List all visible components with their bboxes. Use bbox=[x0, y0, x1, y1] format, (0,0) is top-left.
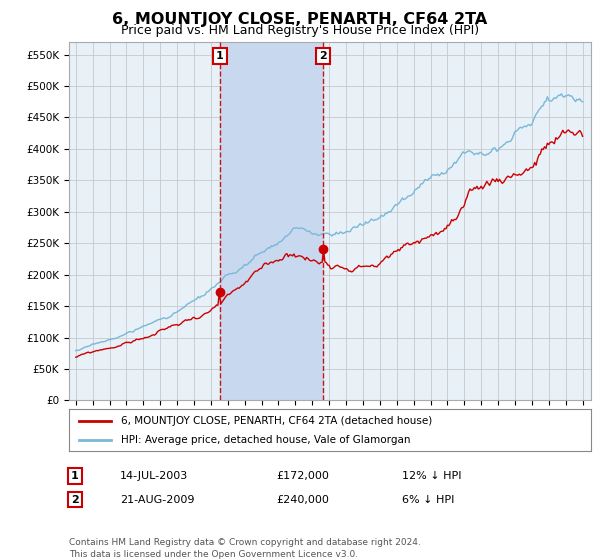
Text: 14-JUL-2003: 14-JUL-2003 bbox=[120, 471, 188, 481]
Text: 1: 1 bbox=[216, 51, 224, 61]
Text: 6, MOUNTJOY CLOSE, PENARTH, CF64 2TA (detached house): 6, MOUNTJOY CLOSE, PENARTH, CF64 2TA (de… bbox=[121, 416, 433, 426]
Text: 2: 2 bbox=[71, 494, 79, 505]
Text: 6% ↓ HPI: 6% ↓ HPI bbox=[402, 494, 454, 505]
Text: Contains HM Land Registry data © Crown copyright and database right 2024.
This d: Contains HM Land Registry data © Crown c… bbox=[69, 538, 421, 559]
Text: 21-AUG-2009: 21-AUG-2009 bbox=[120, 494, 194, 505]
Text: £172,000: £172,000 bbox=[276, 471, 329, 481]
Text: 6, MOUNTJOY CLOSE, PENARTH, CF64 2TA: 6, MOUNTJOY CLOSE, PENARTH, CF64 2TA bbox=[112, 12, 488, 27]
Text: Price paid vs. HM Land Registry's House Price Index (HPI): Price paid vs. HM Land Registry's House … bbox=[121, 24, 479, 36]
Bar bbox=[220, 42, 323, 400]
Text: 2: 2 bbox=[319, 51, 327, 61]
Text: 12% ↓ HPI: 12% ↓ HPI bbox=[402, 471, 461, 481]
Text: £240,000: £240,000 bbox=[276, 494, 329, 505]
Text: HPI: Average price, detached house, Vale of Glamorgan: HPI: Average price, detached house, Vale… bbox=[121, 435, 410, 445]
Text: 1: 1 bbox=[71, 471, 79, 481]
